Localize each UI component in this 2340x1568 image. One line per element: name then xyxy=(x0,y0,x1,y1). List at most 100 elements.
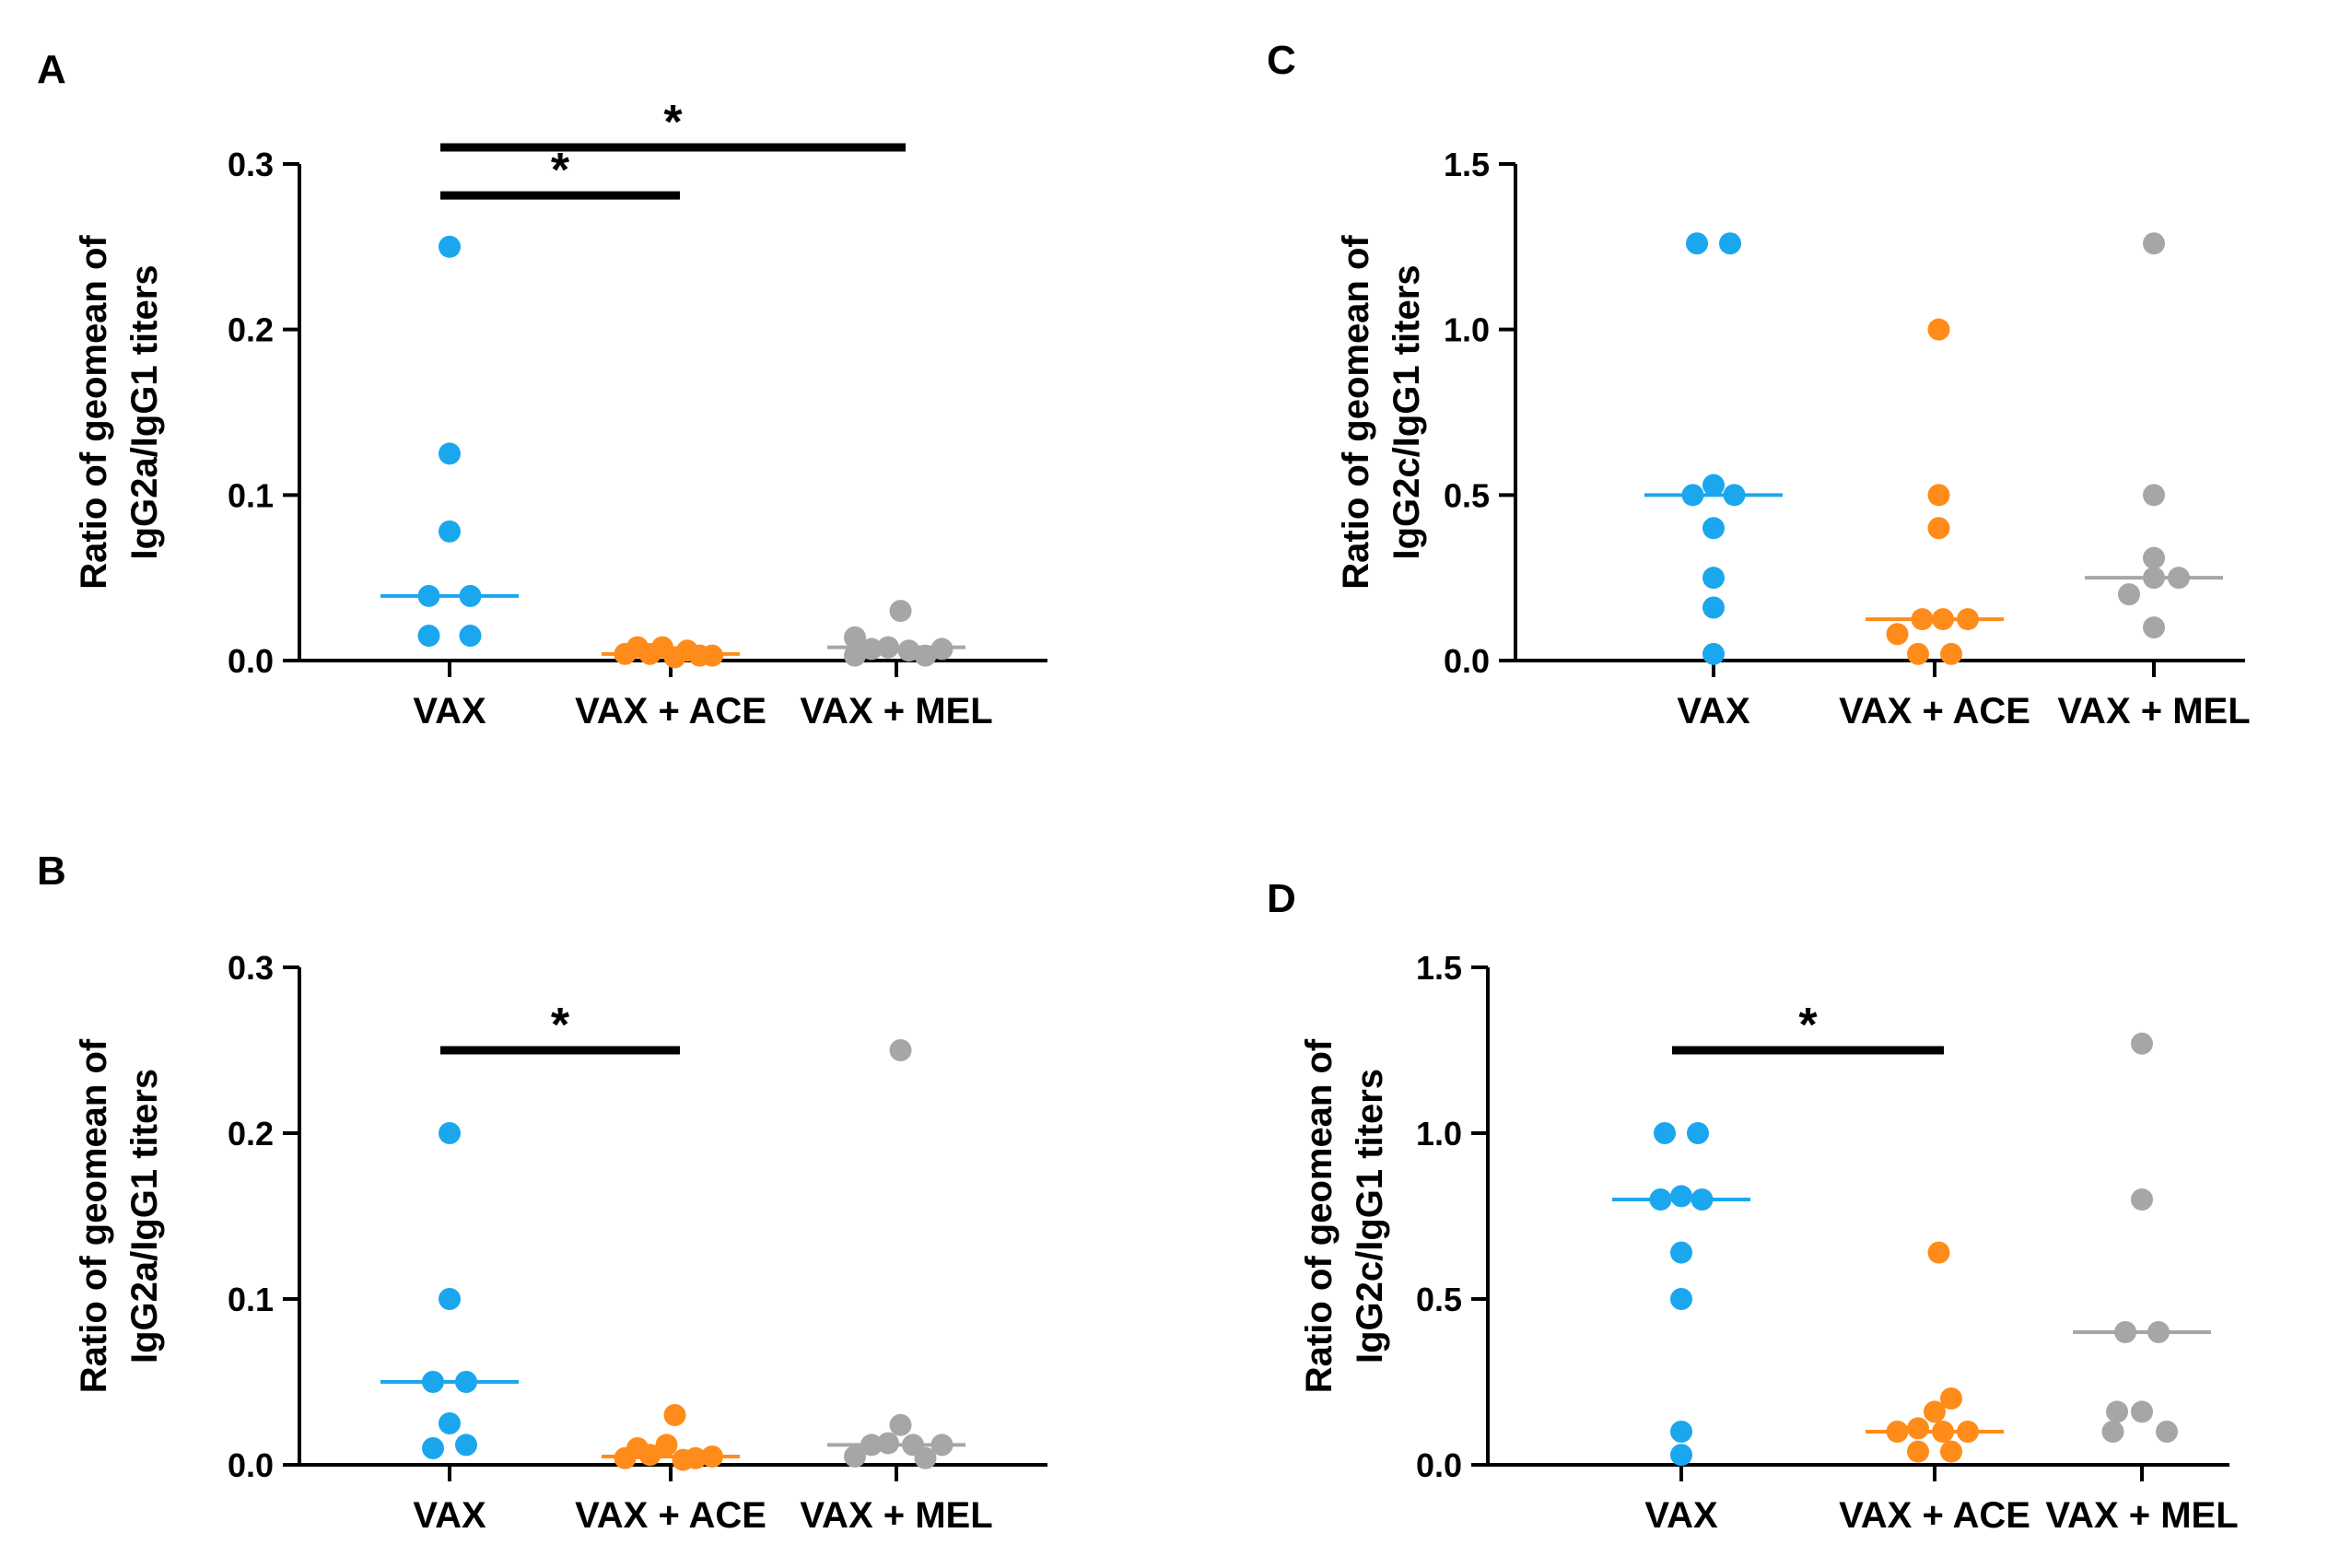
significance-star: * xyxy=(551,999,570,1052)
y-axis-title-line: IgG2a/IgG1 titers xyxy=(124,264,165,559)
data-point xyxy=(2143,546,2165,569)
data-point xyxy=(1907,642,1929,665)
data-point xyxy=(1702,517,1725,540)
y-tick-label: 0.1 xyxy=(228,1281,274,1318)
x-tick-label: VAX + MEL xyxy=(2045,1495,2238,1536)
data-point xyxy=(844,626,866,649)
data-point xyxy=(1670,1241,1692,1264)
data-point xyxy=(2131,1188,2153,1211)
data-point xyxy=(1702,596,1725,619)
y-tick-label: 1.0 xyxy=(1444,311,1490,349)
y-tick-label: 0.0 xyxy=(1416,1446,1462,1484)
y-axis-title-line: IgG2c/IgG1 titers xyxy=(1386,264,1427,559)
data-point xyxy=(2143,484,2165,507)
data-point xyxy=(897,639,920,662)
significance-star: * xyxy=(551,144,570,197)
panel-letter: C xyxy=(1267,38,1296,83)
x-tick-label: VAX xyxy=(413,1495,486,1536)
x-tick-label: VAX xyxy=(1677,691,1750,731)
y-axis-title-line: IgG2c/IgG1 titers xyxy=(1350,1069,1390,1363)
data-point xyxy=(417,584,440,607)
data-point xyxy=(439,1288,461,1310)
data-point xyxy=(1927,484,1950,507)
data-point xyxy=(1907,1440,1929,1463)
data-point xyxy=(2131,1032,2153,1055)
data-point xyxy=(877,1432,899,1455)
data-point xyxy=(439,235,461,258)
data-point xyxy=(930,1433,954,1457)
data-point xyxy=(930,638,954,661)
data-point xyxy=(2114,1321,2136,1343)
y-tick-label: 0.0 xyxy=(228,642,274,680)
data-point xyxy=(422,1437,444,1459)
data-point xyxy=(1670,1288,1692,1310)
data-point xyxy=(1691,1188,1714,1211)
data-point xyxy=(1927,517,1950,540)
panel-letter: A xyxy=(37,47,66,92)
x-tick-label: VAX + ACE xyxy=(575,691,766,731)
data-point xyxy=(638,1444,661,1467)
data-point xyxy=(1886,1421,1909,1443)
data-point xyxy=(844,644,866,667)
panel-a: A Ratio of geomean of IgG2a/IgG1 titers 0.0… xyxy=(37,47,1047,731)
data-point xyxy=(439,520,461,543)
y-axis-title-line: Ratio of geomean of xyxy=(74,1038,114,1393)
data-point xyxy=(439,1122,461,1144)
data-point xyxy=(1686,232,1708,255)
data-point xyxy=(1649,1188,1672,1211)
data-point xyxy=(1940,642,1962,665)
y-tick-label: 0.0 xyxy=(1444,642,1490,680)
y-tick-label: 1.5 xyxy=(1416,949,1462,987)
y-axis-title-line: Ratio of geomean of xyxy=(1336,235,1376,590)
panel-c: C Ratio of geomean of IgG2c/IgG1 titers 0.0… xyxy=(1267,38,2251,731)
data-point xyxy=(422,1371,444,1393)
panel-letter: B xyxy=(37,848,66,894)
panel-b: B Ratio of geomean of IgG2a/IgG1 titers 0.0… xyxy=(37,848,1047,1536)
data-point xyxy=(1670,1421,1692,1443)
data-point xyxy=(439,1412,461,1434)
data-point xyxy=(1670,1185,1692,1208)
x-tick-label: VAX + ACE xyxy=(575,1495,766,1536)
x-tick-label: VAX xyxy=(1644,1495,1718,1536)
x-tick-label: VAX + ACE xyxy=(1839,1495,2030,1536)
data-point xyxy=(1927,1241,1950,1264)
data-point xyxy=(1907,1417,1929,1440)
data-point xyxy=(701,644,723,667)
data-point xyxy=(1654,1122,1676,1144)
y-tick-label: 0.3 xyxy=(228,146,274,183)
data-point xyxy=(1723,484,1746,507)
y-tick-label: 0.5 xyxy=(1416,1281,1462,1318)
data-point xyxy=(1932,1421,1954,1443)
data-point xyxy=(455,1371,477,1393)
data-point xyxy=(459,625,482,648)
data-point xyxy=(684,1446,707,1469)
data-point xyxy=(455,1433,477,1457)
data-point xyxy=(1927,318,1950,341)
x-tick-label: VAX xyxy=(413,691,486,731)
data-point xyxy=(1957,608,1979,631)
data-point xyxy=(1924,1400,1946,1423)
data-point xyxy=(1670,1444,1692,1467)
data-point xyxy=(1687,1122,1709,1144)
data-point xyxy=(2168,567,2190,590)
data-point xyxy=(889,1039,912,1061)
data-point xyxy=(2118,583,2140,606)
data-point xyxy=(701,1445,723,1468)
panel-d: D Ratio of geomean of IgG2c/IgG1 titers 0.0… xyxy=(1267,876,2239,1536)
data-point xyxy=(1911,608,1934,631)
x-tick-label: VAX + MEL xyxy=(2057,691,2250,731)
data-point xyxy=(860,1433,883,1457)
y-axis-title-line: IgG2a/IgG1 titers xyxy=(124,1069,165,1363)
data-point xyxy=(2101,1421,2124,1443)
y-tick-label: 0.0 xyxy=(228,1446,274,1484)
data-point xyxy=(1702,474,1725,497)
data-point xyxy=(1681,484,1704,507)
data-point xyxy=(655,1433,678,1457)
y-tick-label: 0.3 xyxy=(228,949,274,987)
data-point xyxy=(1702,642,1725,665)
data-point xyxy=(1719,232,1741,255)
data-point xyxy=(2147,1321,2170,1343)
y-tick-label: 1.0 xyxy=(1416,1115,1462,1153)
data-point xyxy=(1886,623,1909,646)
